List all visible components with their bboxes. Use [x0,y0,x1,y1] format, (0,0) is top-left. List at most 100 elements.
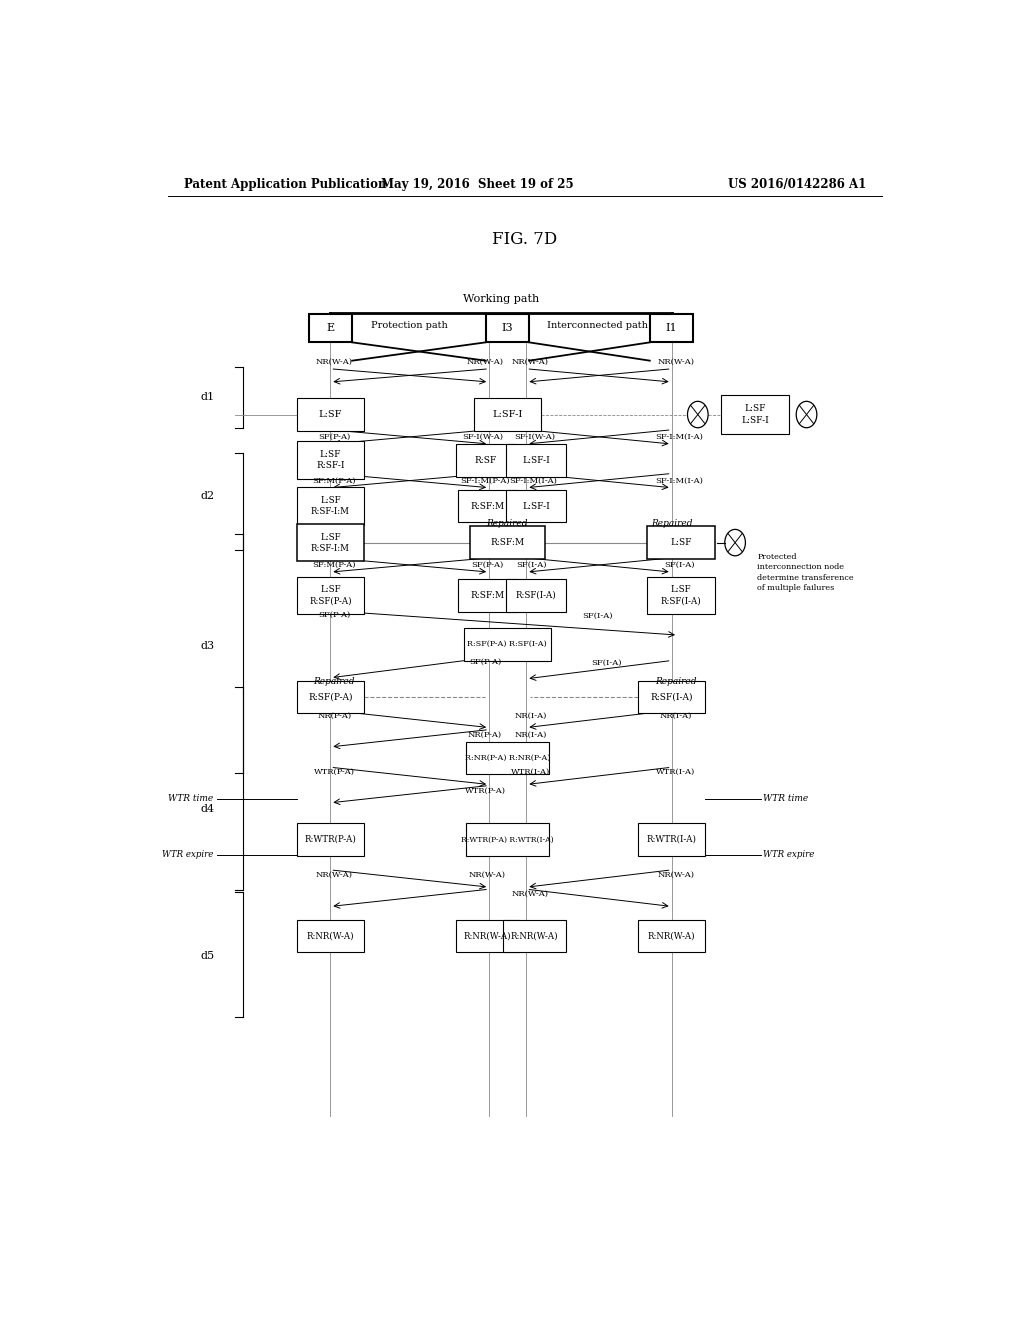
Bar [297,399,365,430]
Text: Repaired: Repaired [651,519,692,528]
Bar [721,395,788,434]
Bar [297,824,365,855]
Bar [297,681,365,713]
Text: L:SF-I: L:SF-I [493,411,522,418]
Text: NR(I-A): NR(I-A) [514,731,547,739]
Text: WTR(I-A): WTR(I-A) [656,768,695,776]
Text: Patent Application Publication: Patent Application Publication [183,178,386,191]
Text: R:SF(P-A): R:SF(P-A) [308,693,352,702]
Text: d3: d3 [201,642,214,651]
Text: WTR(P-A): WTR(P-A) [313,768,355,776]
Text: Working path: Working path [463,293,539,304]
Text: d2: d2 [201,491,214,500]
Text: R:NR(W-A): R:NR(W-A) [306,932,354,940]
Bar [456,920,519,952]
Text: SF-I:M(I-A): SF-I:M(I-A) [655,433,703,441]
Text: NR(W-A): NR(W-A) [657,871,694,879]
Text: L:SF-I: L:SF-I [522,502,550,511]
Bar [485,314,529,342]
Text: WTR expire: WTR expire [163,850,214,859]
Text: L:SF-I: L:SF-I [522,455,550,465]
Bar [506,444,565,477]
Bar [503,920,566,952]
Bar [297,577,365,614]
Bar [647,577,715,614]
Text: US 2016/0142286 A1: US 2016/0142286 A1 [728,178,866,191]
Text: SF:M(P-A): SF:M(P-A) [312,561,356,569]
Text: I1: I1 [666,323,678,333]
Text: NR(I-A): NR(I-A) [514,711,547,719]
Bar [308,314,352,342]
Text: FIG. 7D: FIG. 7D [493,231,557,248]
Text: Protection path: Protection path [372,321,449,330]
Text: Repaired: Repaired [486,519,528,528]
Bar [470,527,545,558]
Text: WTR time: WTR time [169,795,214,804]
Bar [638,920,706,952]
Text: R:SF(I-A): R:SF(I-A) [515,591,556,601]
Text: SF(P-A): SF(P-A) [469,657,501,665]
Text: R:NR(W-A): R:NR(W-A) [648,932,695,940]
Bar [638,681,706,713]
Text: SF(I-A): SF(I-A) [665,561,695,569]
Bar [466,742,549,775]
Text: NR(P-A): NR(P-A) [468,731,502,739]
Text: R:SF(I-A): R:SF(I-A) [650,693,693,702]
Text: SF-I:M(I-A): SF-I:M(I-A) [509,477,557,484]
Bar [297,441,365,479]
Text: L:SF
R:SF(P-A): L:SF R:SF(P-A) [309,585,351,606]
Text: Repaired: Repaired [313,677,355,686]
Text: d4: d4 [201,804,214,814]
Text: R:SF:M: R:SF:M [490,539,524,546]
Text: R:NR(W-A): R:NR(W-A) [464,932,511,940]
Text: d5: d5 [201,952,214,961]
Bar [506,490,565,523]
Text: L:SF
R:SF-I: L:SF R:SF-I [316,450,345,470]
Bar [638,824,706,855]
Text: L:SF
R:SF-I:M: L:SF R:SF-I:M [311,532,350,553]
Text: Interconnected path: Interconnected path [548,321,648,330]
Bar [456,444,516,477]
Bar [474,399,541,430]
Text: R:SF:M: R:SF:M [470,591,505,601]
Text: R:SF(P-A) R:SF(I-A): R:SF(P-A) R:SF(I-A) [468,640,547,648]
Bar [464,628,551,660]
Text: E: E [327,323,335,333]
Text: SF(I-A): SF(I-A) [516,561,547,569]
Text: I3: I3 [502,323,513,333]
Text: Protected
interconnection node
determine transference
of multiple failures: Protected interconnection node determine… [758,553,854,591]
Text: R:SF: R:SF [475,455,497,465]
Text: WTR expire: WTR expire [763,850,814,859]
Text: NR(W-A): NR(W-A) [469,871,506,879]
Text: May 19, 2016  Sheet 19 of 25: May 19, 2016 Sheet 19 of 25 [381,178,573,191]
Text: SF(P-A): SF(P-A) [471,561,504,569]
Text: WTR(I-A): WTR(I-A) [511,768,550,776]
Text: R:SF:M: R:SF:M [470,502,505,511]
Text: NR(W-A): NR(W-A) [657,358,694,366]
Text: SF(P-A): SF(P-A) [318,611,350,619]
Bar [297,487,365,525]
Text: SF-I:M(I-A): SF-I:M(I-A) [655,477,703,484]
Text: SF(P-A): SF(P-A) [318,433,350,441]
Text: SF-I(W-A): SF-I(W-A) [514,433,555,441]
Text: SF-I:M(P-A): SF-I:M(P-A) [461,477,510,484]
Text: d1: d1 [201,392,214,403]
Text: L:SF
L:SF-I: L:SF L:SF-I [741,404,769,425]
Bar [466,824,549,855]
Text: WTR(P-A): WTR(P-A) [465,787,506,795]
Text: NR(W-A): NR(W-A) [512,358,549,366]
Text: NR(W-A): NR(W-A) [315,358,353,366]
Text: L:SF: L:SF [318,411,342,418]
Text: SF:M(P-A): SF:M(P-A) [312,477,356,484]
Text: NR(W-A): NR(W-A) [467,358,504,366]
Text: NR(W-A): NR(W-A) [512,890,549,899]
Text: NR(W-A): NR(W-A) [315,871,353,879]
Bar [297,524,365,561]
Text: SF(I-A): SF(I-A) [592,659,623,667]
Bar [647,527,715,558]
Text: R:NR(P-A) R:NR(P-A): R:NR(P-A) R:NR(P-A) [465,754,550,762]
Bar [458,490,517,523]
Text: NR(I-A): NR(I-A) [659,711,692,719]
Bar [458,579,517,611]
Text: L:SF
R:SF-I:M: L:SF R:SF-I:M [311,496,350,516]
